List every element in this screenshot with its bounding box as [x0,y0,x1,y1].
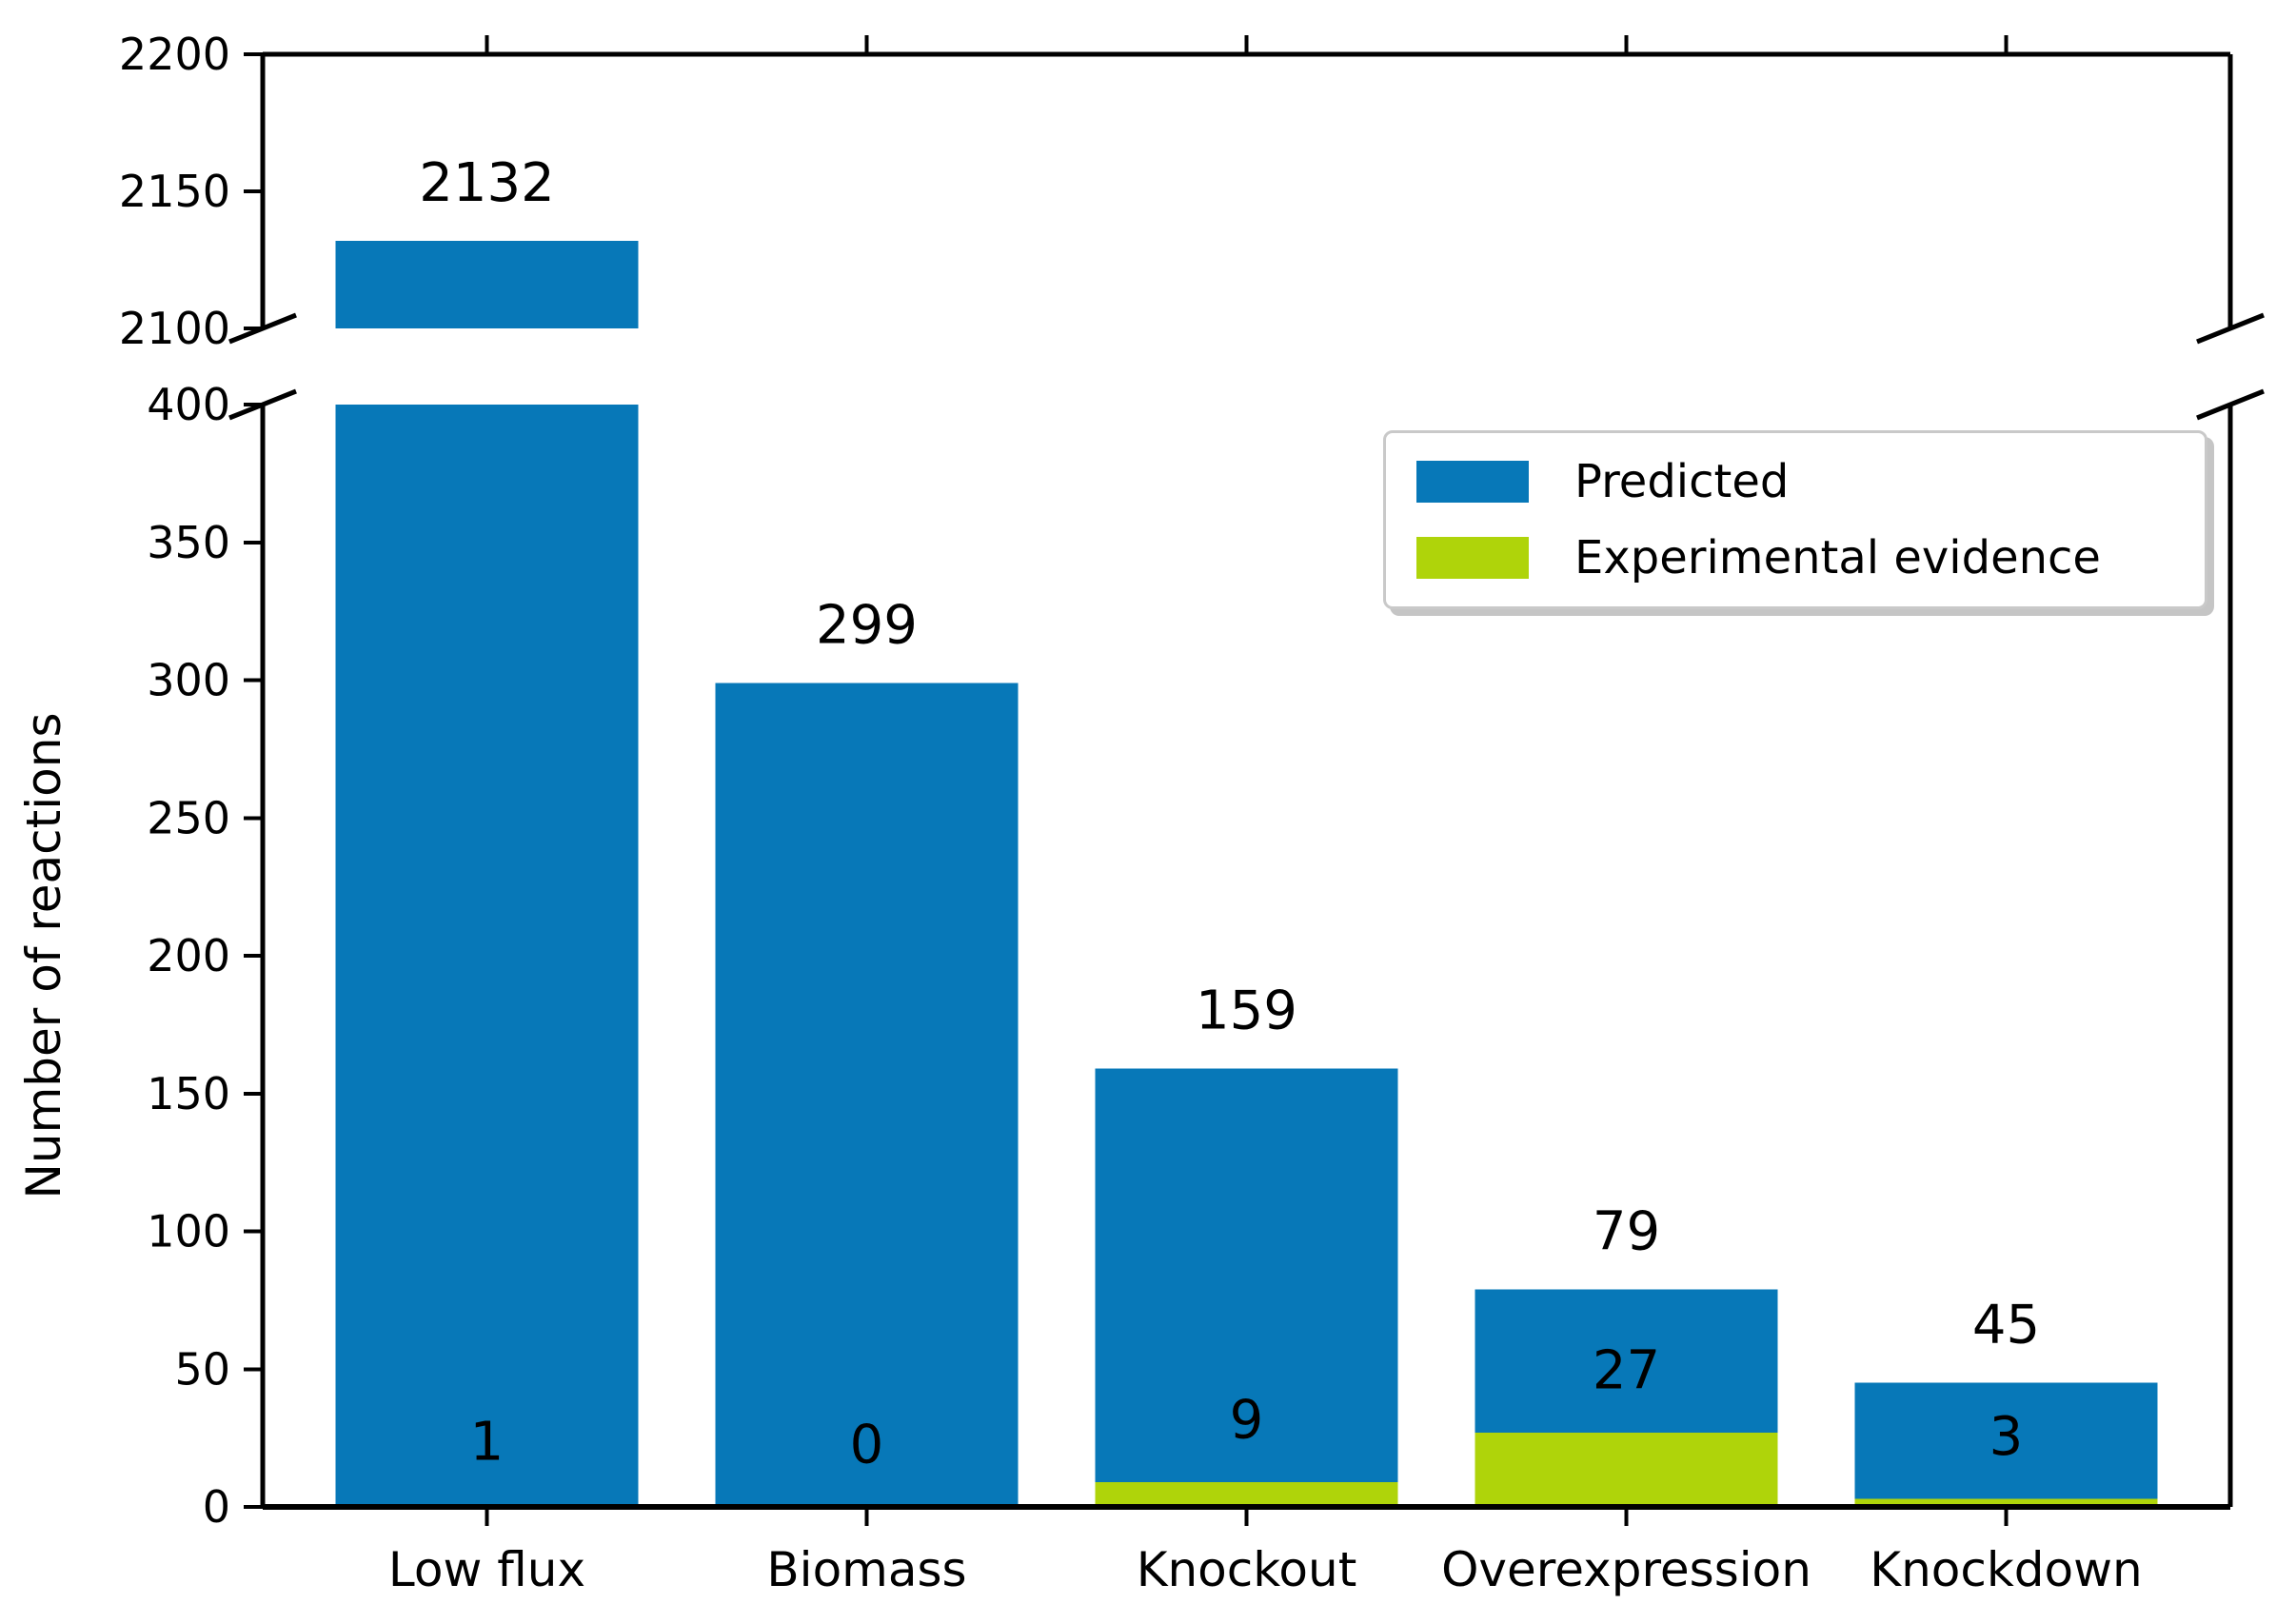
bar-total-label: 2132 [419,152,555,214]
legend: Predicted Experimental evidence [1383,430,2207,609]
bar-total-label: 45 [1972,1295,2040,1357]
x-tick-label: Biomass [766,1542,966,1597]
legend-label-predicted: Predicted [1574,455,1790,509]
y-tick-label: 50 [174,1343,230,1395]
y-tick-label: 0 [203,1481,230,1533]
axis-break-mark [228,388,297,421]
bar-inner-label: 0 [850,1415,884,1476]
y-tick-label: 250 [147,792,230,843]
bar-total-label: 79 [1593,1200,1660,1262]
bar-inner-label: 3 [1989,1406,2024,1468]
bar-predicted-upper-low-flux [335,240,639,328]
legend-item-predicted: Predicted [1416,455,2205,508]
y-tick-label: 100 [147,1206,230,1258]
y-tick-label: 400 [147,379,230,430]
bar-experimental-overexpression [1475,1432,1778,1507]
legend-item-experimental: Experimental evidence [1416,531,2205,584]
bar-predicted-knockout [1095,1068,1398,1507]
y-axis-label: Number of reactions [16,712,71,1199]
bar-predicted-knockdown [1854,1382,2158,1507]
y-tick-label: 2200 [119,29,230,80]
axis-break-mark [228,312,297,345]
y-tick-label: 200 [147,930,230,981]
y-tick-label: 300 [147,655,230,706]
x-tick-label: Low flux [388,1542,585,1597]
bar-experimental-knockdown [1854,1498,2158,1507]
bar-predicted-low-flux [335,405,639,1507]
legend-label-experimental: Experimental evidence [1574,530,2101,584]
y-tick-label: 2100 [119,303,230,354]
legend-swatch-predicted [1416,461,1529,504]
bar-inner-label: 27 [1593,1339,1660,1401]
bar-predicted-biomass [715,683,1019,1507]
x-tick-label: Knockdown [1870,1542,2142,1597]
bar-inner-label: 9 [1230,1389,1264,1451]
axis-break-mark [2196,312,2265,345]
y-tick-label: 2150 [119,166,230,217]
bar-total-label: 299 [816,594,918,656]
legend-swatch-experimental [1416,536,1529,579]
y-tick-label: 350 [147,517,230,568]
bar-experimental-knockout [1095,1481,1398,1507]
x-tick-label: Knockout [1137,1542,1357,1597]
x-tick-label: Overexpression [1441,1542,1811,1597]
axis-break-mark [2196,388,2265,421]
bar-total-label: 159 [1196,980,1297,1042]
y-tick-label: 150 [147,1068,230,1119]
bar-inner-label: 1 [470,1412,505,1474]
